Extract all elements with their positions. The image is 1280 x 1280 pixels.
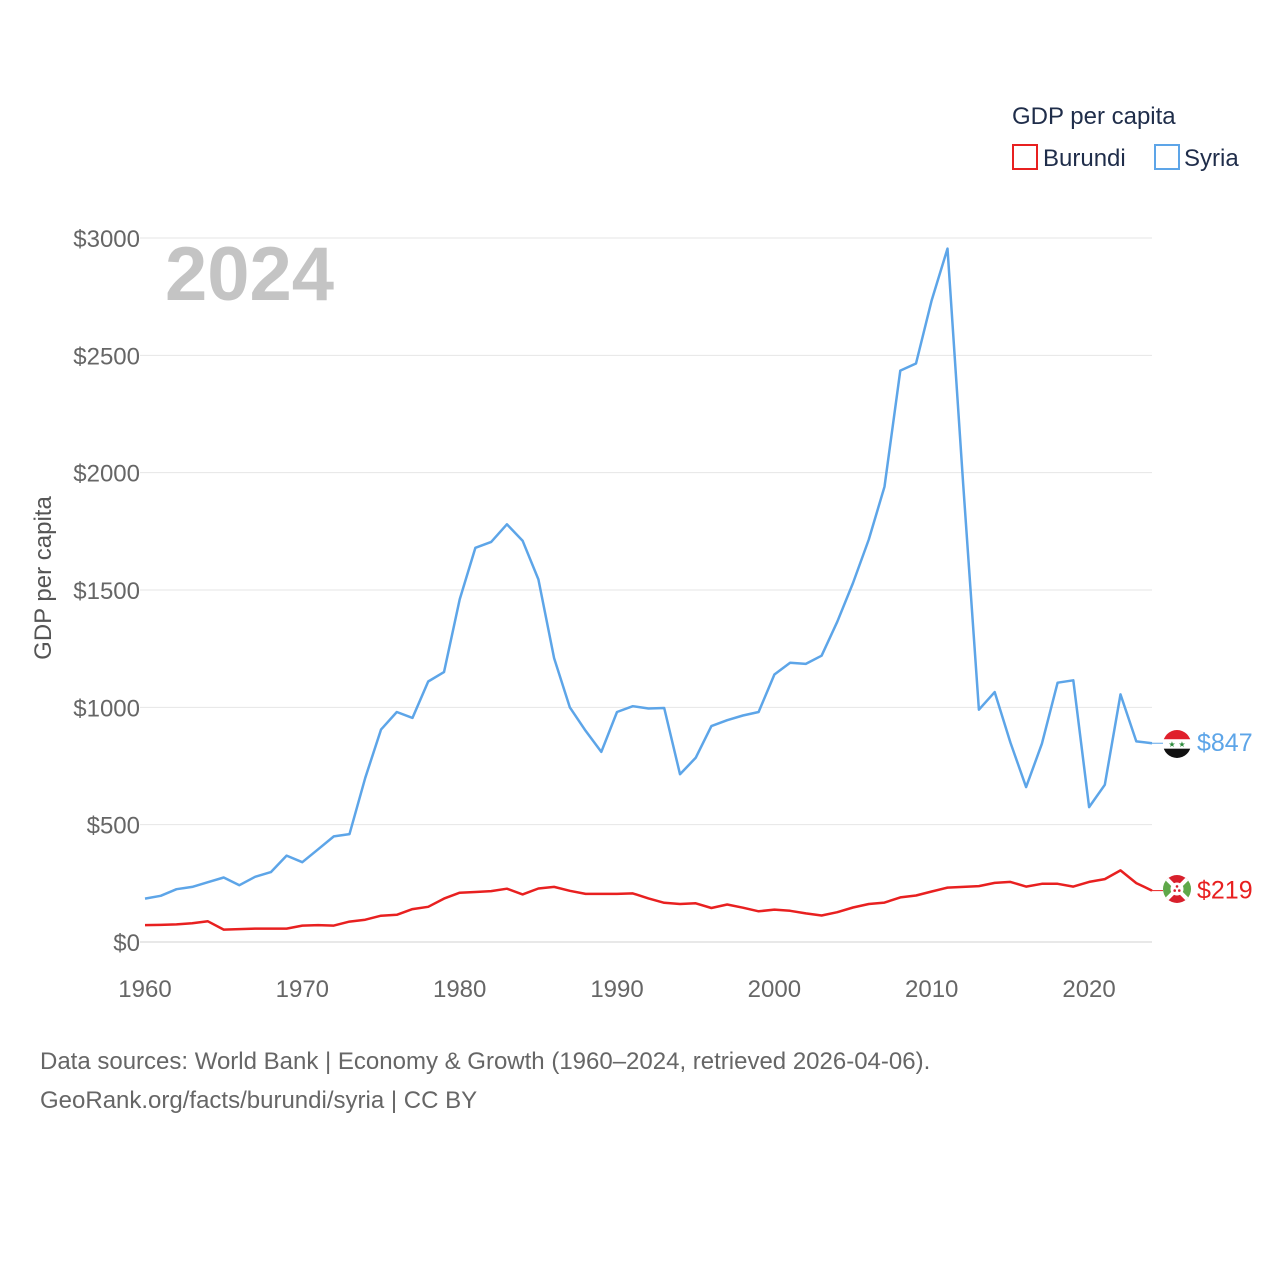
y-tick-label: $1500 bbox=[73, 578, 140, 605]
y-tick-labels: $0 $500 $1000 $1500 $2000 $2500 $3000 bbox=[73, 226, 140, 957]
x-tick-label: 2000 bbox=[748, 976, 801, 1003]
footer: Data sources: World Bank | Economy & Gro… bbox=[40, 1042, 930, 1120]
legend-title: GDP per capita bbox=[1012, 103, 1176, 130]
series-line-syria[interactable] bbox=[144, 247, 1153, 900]
end-labels: $847 $219 bbox=[1152, 729, 1253, 905]
data-sources-text: Data sources: World Bank | Economy & Gro… bbox=[40, 1048, 931, 1075]
svg-text:★: ★ bbox=[1178, 740, 1185, 749]
y-tick-label: $2000 bbox=[73, 461, 140, 488]
burundi-flag-icon bbox=[1163, 875, 1191, 903]
source-link[interactable]: GeoRank.org/facts/burundi/syria | CC BY bbox=[40, 1087, 478, 1114]
series-layer bbox=[144, 247, 1153, 931]
end-value-label-syria: $847 bbox=[1197, 729, 1253, 757]
legend-item-burundi[interactable]: Burundi bbox=[1012, 144, 1126, 172]
y-tick-label: $3000 bbox=[73, 226, 140, 253]
x-tick-label: 1960 bbox=[118, 976, 171, 1003]
x-tick-labels: 1960 1970 1980 1990 2000 2010 2020 bbox=[118, 976, 1115, 1003]
legend-swatch-syria bbox=[1154, 144, 1180, 170]
x-tick-label: 2020 bbox=[1062, 976, 1115, 1003]
x-tick-label: 1970 bbox=[276, 976, 329, 1003]
grid-lines bbox=[140, 237, 1152, 943]
y-tick-label: $2500 bbox=[73, 343, 140, 370]
legend-label-syria: Syria bbox=[1184, 145, 1239, 172]
year-watermark: 2024 bbox=[165, 232, 334, 317]
end-value-label-burundi: $219 bbox=[1197, 877, 1253, 905]
y-tick-label: $1000 bbox=[73, 695, 140, 722]
syria-flag-icon: ★ ★ bbox=[1163, 730, 1191, 758]
svg-text:★: ★ bbox=[1168, 740, 1175, 749]
x-tick-label: 1980 bbox=[433, 976, 486, 1003]
legend-label-burundi: Burundi bbox=[1043, 145, 1126, 172]
y-tick-label: $0 bbox=[113, 930, 140, 957]
y-axis-label: GDP per capita bbox=[30, 496, 57, 660]
legend-swatch-burundi bbox=[1012, 144, 1038, 170]
x-tick-label: 2010 bbox=[905, 976, 958, 1003]
x-tick-label: 1990 bbox=[590, 976, 643, 1003]
series-line-burundi[interactable] bbox=[144, 869, 1153, 931]
gdp-chart: $0 $500 $1000 $1500 $2000 $2500 $3000 1960 1970… bbox=[30, 103, 1253, 1003]
legend-item-syria[interactable]: Syria bbox=[1154, 144, 1239, 172]
y-tick-label: $500 bbox=[87, 813, 140, 840]
